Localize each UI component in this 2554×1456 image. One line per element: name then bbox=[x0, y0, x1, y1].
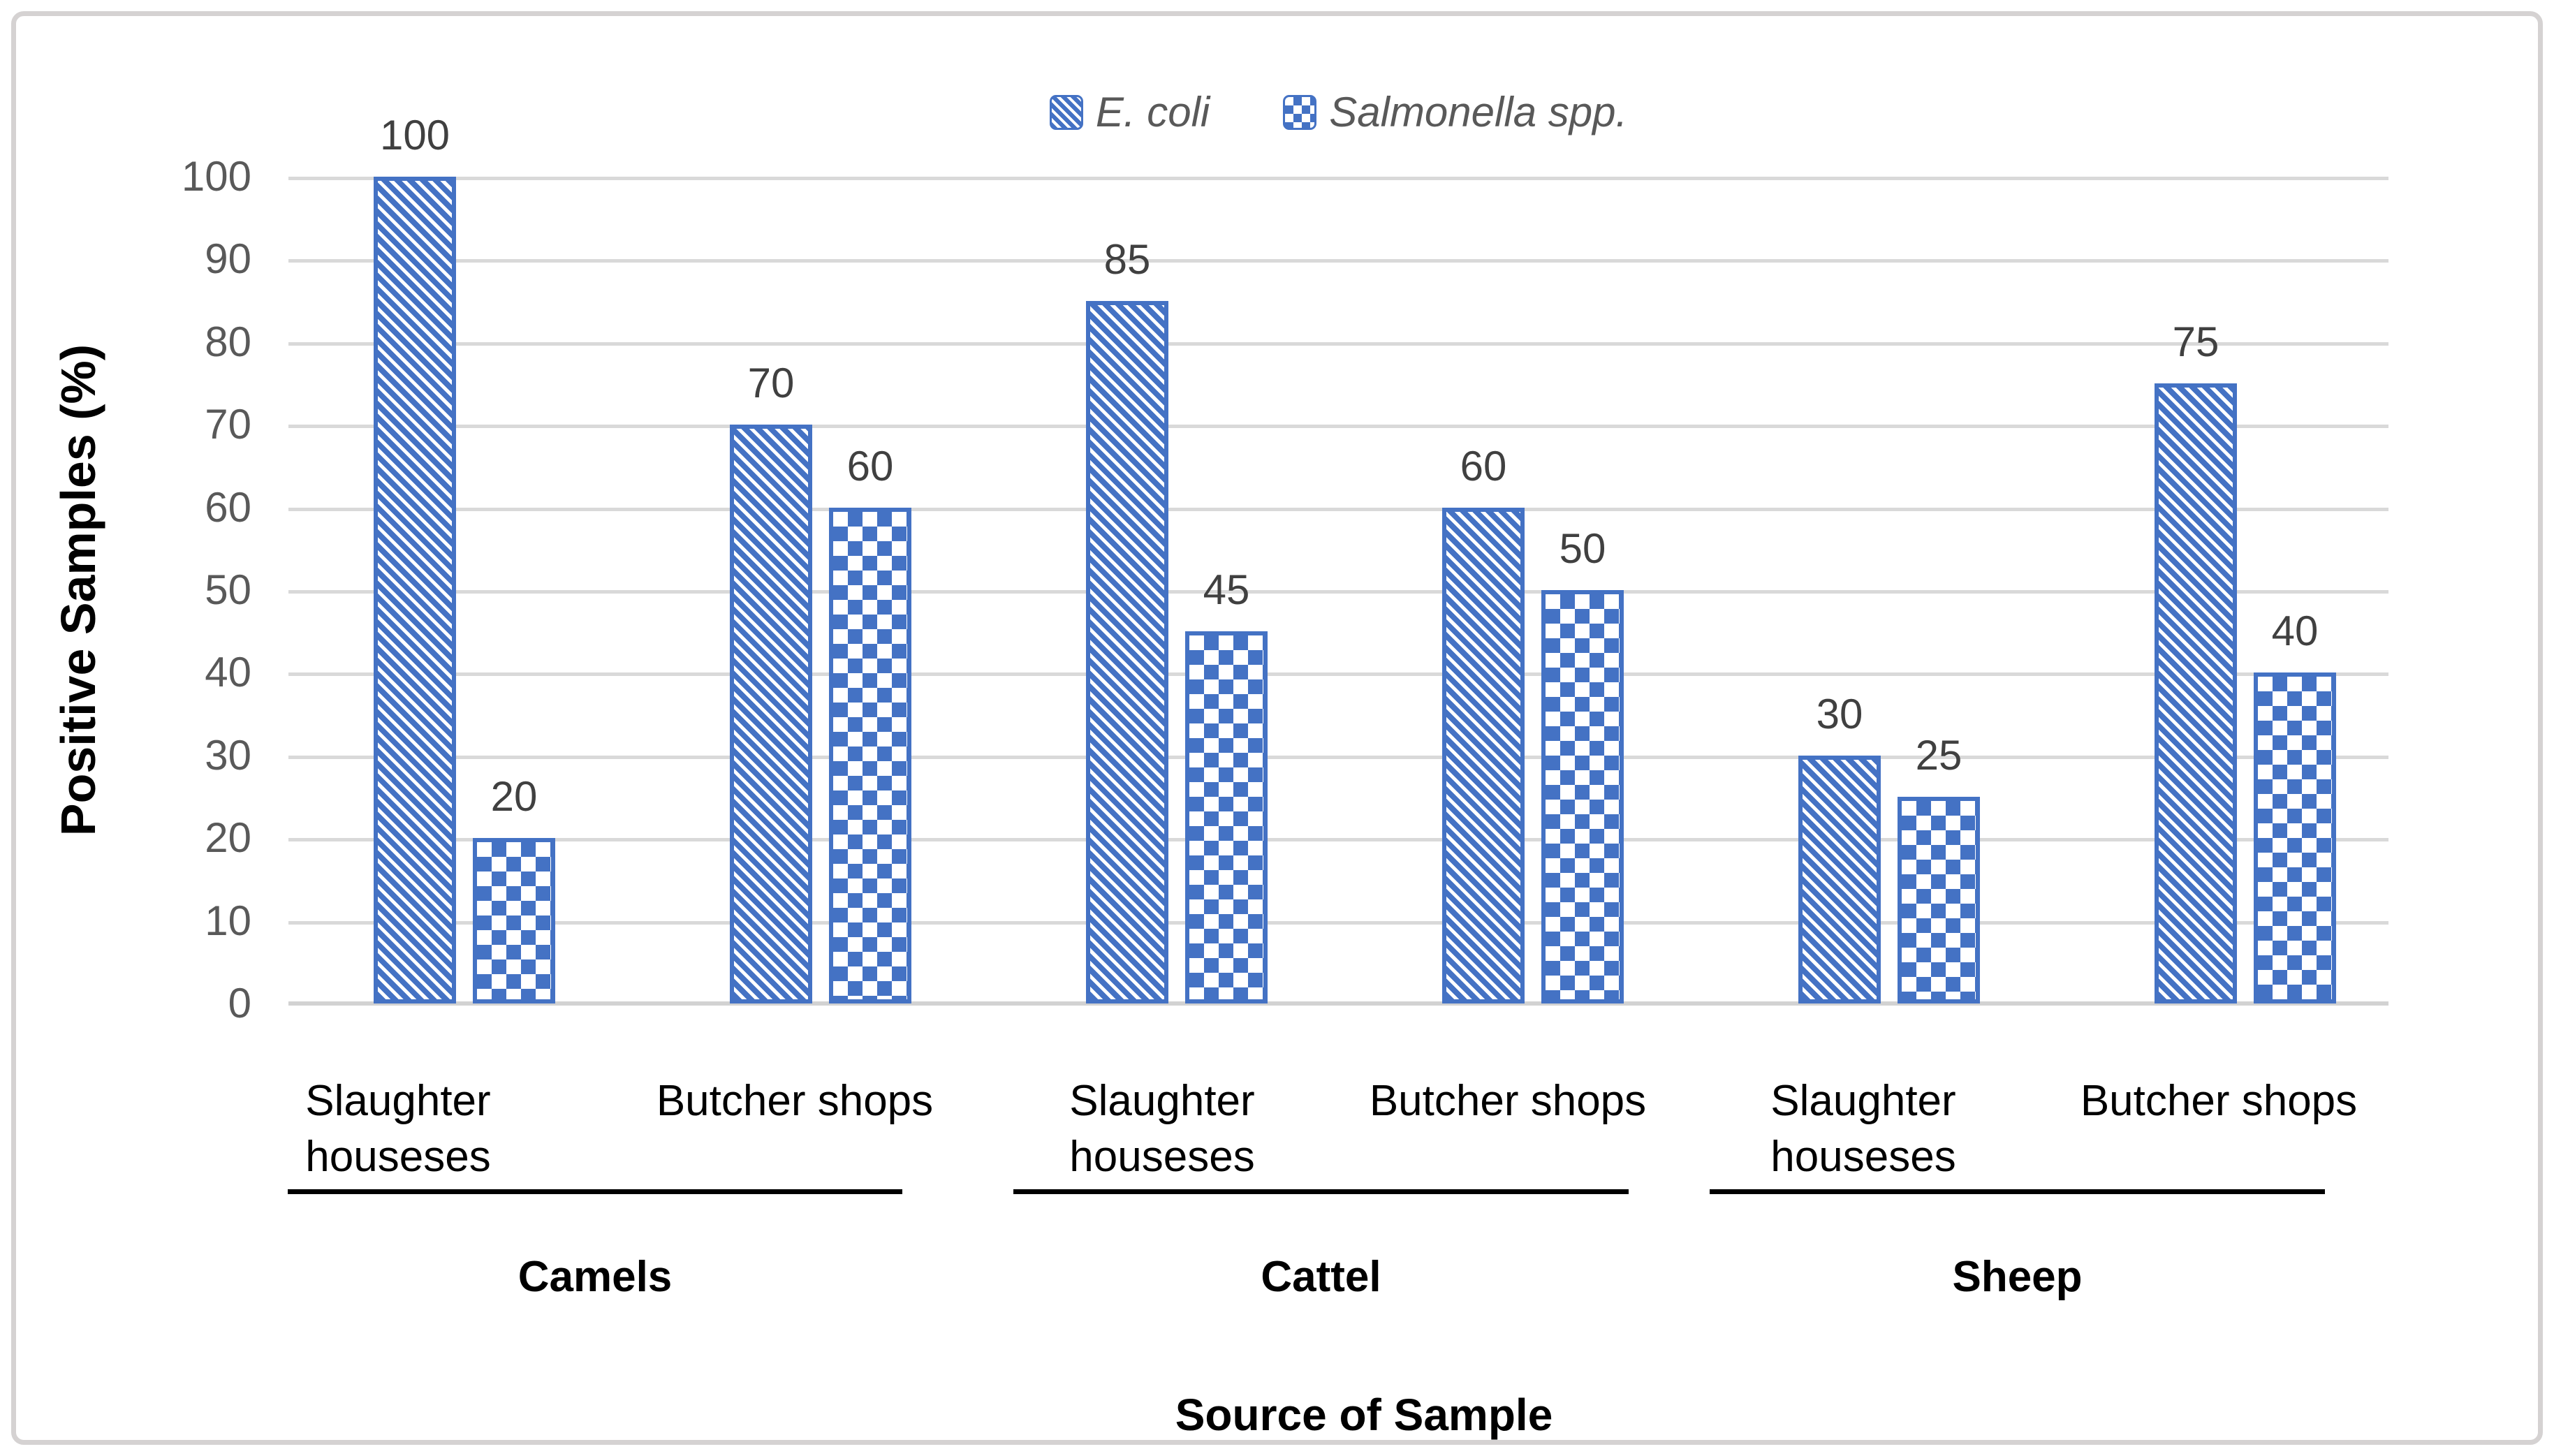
bar-salmonella: 50 bbox=[1541, 525, 1624, 1003]
gridline bbox=[288, 425, 2388, 429]
data-label: 85 bbox=[1103, 235, 1151, 283]
bar-ecoli: 100 bbox=[374, 112, 456, 1003]
gridline bbox=[288, 590, 2388, 594]
bar-slot: 40 bbox=[2254, 177, 2336, 1003]
category-label: Slaughter houseses bbox=[1770, 1077, 1956, 1181]
gridline bbox=[288, 920, 2388, 925]
cluster-camels-butcher: 70 60 bbox=[730, 177, 911, 1003]
bar-slot: 60 bbox=[1442, 177, 1525, 1003]
bar-ecoli: 70 bbox=[730, 360, 812, 1003]
y-tick: 100 bbox=[181, 153, 251, 200]
gridline bbox=[288, 341, 2388, 346]
bar-salmonella: 60 bbox=[829, 443, 911, 1003]
gridline bbox=[288, 507, 2388, 511]
x-axis: Slaughter houseses Butcher shops Slaught… bbox=[288, 1003, 2388, 1456]
bar-slot: 60 bbox=[829, 177, 911, 1003]
y-tick: 0 bbox=[228, 980, 251, 1027]
group-label-sheep: Sheep bbox=[1952, 1253, 2083, 1301]
cluster-cattel-slaughter: 85 45 bbox=[1086, 177, 1268, 1003]
diagonal-hatch-swatch-icon bbox=[1049, 94, 1083, 130]
data-label: 60 bbox=[1460, 442, 1507, 490]
legend: E. coli Salmonella spp. bbox=[288, 88, 2388, 136]
bar-slot: 30 bbox=[1798, 177, 1881, 1003]
legend-label-ecoli: E. coli bbox=[1095, 89, 1210, 135]
y-tick: 90 bbox=[205, 235, 251, 283]
bar-clusters: 100 20 70 60 bbox=[288, 112, 2388, 1003]
checkerboard-swatch-icon bbox=[1283, 94, 1317, 130]
bar-slot: 100 bbox=[374, 112, 456, 1003]
gridline bbox=[288, 259, 2388, 263]
cluster-camels-slaughter: 100 20 bbox=[374, 112, 555, 1003]
cluster-sheep-slaughter: 30 25 bbox=[1798, 177, 1980, 1003]
y-tick: 80 bbox=[205, 318, 251, 365]
bar-salmonella: 20 bbox=[473, 773, 555, 1003]
plot-area: 100 20 70 60 bbox=[288, 112, 2388, 1006]
gridline bbox=[288, 177, 2388, 180]
data-label: 25 bbox=[1915, 732, 1962, 779]
group-label-camels: Camels bbox=[518, 1253, 673, 1301]
bar-salmonella: 40 bbox=[2254, 608, 2336, 1003]
y-tick: 20 bbox=[205, 814, 251, 862]
group-underline-sheep bbox=[1710, 1189, 2325, 1194]
category-label: Butcher shops bbox=[1369, 1077, 1647, 1125]
y-tick: 60 bbox=[205, 483, 251, 531]
gridline bbox=[288, 755, 2388, 759]
category-label: Slaughter houseses bbox=[305, 1077, 491, 1181]
category-label: Butcher shops bbox=[2080, 1077, 2358, 1125]
y-tick: 40 bbox=[205, 649, 251, 696]
y-tick: 50 bbox=[205, 566, 251, 613]
bar-slot: 75 bbox=[2155, 177, 2237, 1003]
group-underline-camels bbox=[288, 1189, 902, 1194]
legend-item-ecoli: E. coli bbox=[1049, 88, 1210, 136]
cluster-sheep-butcher: 75 40 bbox=[2155, 177, 2336, 1003]
x-axis-title: Source of Sample bbox=[1175, 1390, 1553, 1440]
x-axis-line bbox=[288, 1001, 2388, 1006]
bar-slot: 45 bbox=[1185, 177, 1268, 1003]
y-tick: 30 bbox=[205, 731, 251, 779]
group-label-cattel: Cattel bbox=[1261, 1253, 1381, 1301]
category-label: Butcher shops bbox=[656, 1077, 934, 1125]
bar-salmonella: 45 bbox=[1185, 566, 1268, 1003]
gridline bbox=[288, 672, 2388, 677]
data-label: 20 bbox=[490, 773, 538, 821]
y-axis-ticks: 100 90 80 70 60 50 40 30 20 10 0 bbox=[0, 153, 251, 1027]
bar-ecoli: 60 bbox=[1442, 443, 1525, 1003]
bar-ecoli: 75 bbox=[2155, 318, 2237, 1003]
bar-slot: 25 bbox=[1898, 177, 1980, 1003]
gridline bbox=[288, 838, 2388, 842]
data-label: 75 bbox=[2172, 318, 2219, 365]
legend-label-salmonella: Salmonella spp. bbox=[1329, 89, 1628, 135]
data-label: 40 bbox=[2271, 608, 2319, 655]
data-label: 30 bbox=[1816, 690, 1863, 737]
data-label: 70 bbox=[747, 360, 795, 407]
data-label: 50 bbox=[1559, 525, 1606, 572]
bar-slot: 50 bbox=[1541, 177, 1624, 1003]
bar-slot: 70 bbox=[730, 177, 812, 1003]
bar-salmonella: 25 bbox=[1898, 732, 1980, 1003]
bar-ecoli: 85 bbox=[1086, 236, 1168, 1003]
data-label: 100 bbox=[379, 112, 450, 159]
y-tick: 70 bbox=[205, 401, 251, 448]
y-tick: 10 bbox=[205, 897, 251, 944]
data-label: 45 bbox=[1203, 566, 1250, 614]
bar-slot: 85 bbox=[1086, 177, 1168, 1003]
group-underline-cattel bbox=[1013, 1189, 1629, 1194]
bar-ecoli: 30 bbox=[1798, 691, 1881, 1003]
category-label: Slaughter houseses bbox=[1069, 1077, 1255, 1181]
bar-slot: 20 bbox=[473, 177, 555, 1003]
cluster-cattel-butcher: 60 50 bbox=[1442, 177, 1624, 1003]
legend-item-salmonella: Salmonella spp. bbox=[1283, 88, 1627, 136]
data-label: 60 bbox=[846, 442, 894, 490]
